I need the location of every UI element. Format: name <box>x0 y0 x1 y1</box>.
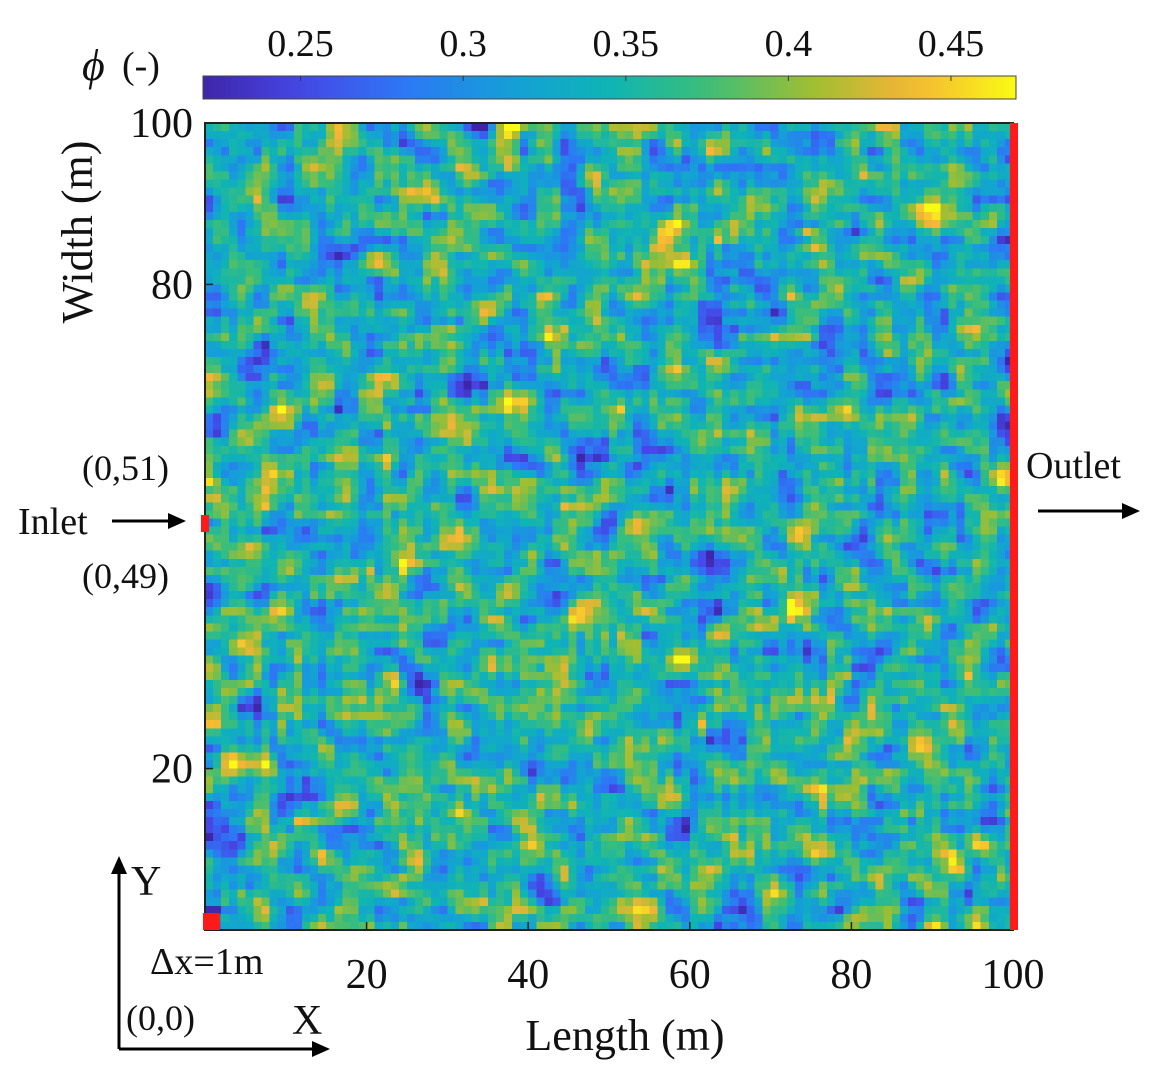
y-tick-label: 100 <box>130 101 193 147</box>
colorbar-tick-label: 0.4 <box>765 23 813 65</box>
inlet-arrow <box>112 513 186 529</box>
colorbar-tick-label: 0.45 <box>918 23 985 65</box>
inlet-top-coord: (0,51) <box>82 448 169 488</box>
outlet-label: Outlet <box>1026 445 1121 487</box>
colorbar-gradient <box>202 75 1017 100</box>
colorbar: 0.25 0.3 0.35 0.4 0.45 <box>202 23 1017 100</box>
x-tick-label: 40 <box>507 952 549 998</box>
x-axis-ticks: 20 40 60 80 100 <box>346 922 1045 998</box>
colorbar-tick-label: 0.25 <box>267 23 334 65</box>
colorbar-symbol: ϕ <box>82 41 105 90</box>
colorbar-tick-label: 0.3 <box>439 23 487 65</box>
cell-size-label: Δx=1m <box>150 941 263 983</box>
x-arrow-label: X <box>292 998 322 1044</box>
x-tick-label: 100 <box>982 952 1045 998</box>
x-tick-label: 60 <box>669 952 711 998</box>
coordinate-axes-indicator <box>111 856 330 1057</box>
colorbar-tick-label: 0.35 <box>593 23 660 65</box>
inlet-marker <box>201 515 209 532</box>
origin-label: (0,0) <box>126 998 195 1038</box>
inlet-bottom-coord: (0,49) <box>82 556 169 596</box>
porosity-heatmap <box>205 123 1013 930</box>
y-axis-label: Width (m) <box>53 141 102 324</box>
y-axis-ticks: 20 80 100 <box>130 101 213 793</box>
heatmap-plot: 20 40 60 80 100 20 80 100 <box>130 101 1045 998</box>
inlet-label: Inlet <box>18 501 88 543</box>
origin-cell-marker <box>203 913 220 930</box>
y-arrow-label: Y <box>131 859 161 905</box>
x-tick-label: 20 <box>346 952 388 998</box>
y-tick-label: 20 <box>151 747 193 793</box>
colorbar-ticks: 0.25 0.3 0.35 0.4 0.45 <box>267 23 984 81</box>
outlet-boundary <box>1010 123 1018 930</box>
y-tick-label: 80 <box>151 262 193 308</box>
outlet-arrow <box>1038 503 1140 519</box>
x-tick-label: 80 <box>830 952 872 998</box>
x-axis-label: Length (m) <box>525 1011 724 1060</box>
colorbar-unit: (-) <box>122 45 160 87</box>
